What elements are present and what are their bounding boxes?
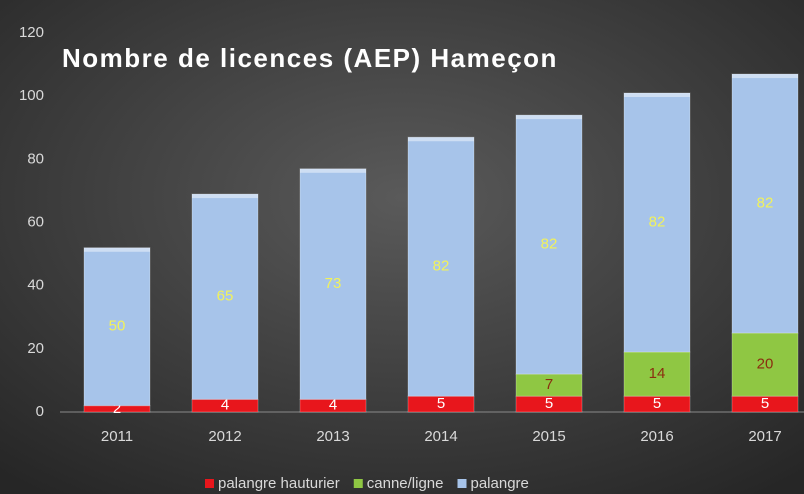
bar-segment	[83, 247, 151, 407]
bar-segment	[515, 114, 583, 375]
legend-label: palangre hauturier	[218, 475, 340, 492]
y-tick-label: 120	[19, 24, 44, 41]
value-label: 2	[113, 400, 121, 417]
bar-cap	[732, 74, 798, 79]
value-label: 5	[761, 395, 769, 412]
x-tick-label: 2014	[424, 428, 457, 445]
value-label: 5	[653, 395, 661, 412]
x-tick-label: 2015	[532, 428, 565, 445]
y-tick-label: 0	[36, 403, 44, 420]
bar-cap	[624, 93, 690, 98]
chart-title: Nombre de licences (AEP) Hameçon	[62, 43, 558, 73]
value-label: 73	[325, 275, 342, 292]
legend-swatch	[457, 479, 467, 488]
bar-segment	[191, 193, 259, 400]
value-label: 5	[437, 395, 445, 412]
legend-label: palangre	[471, 475, 529, 492]
y-tick-label: 40	[27, 277, 44, 294]
bar-cap	[192, 194, 258, 199]
bar-cap	[516, 115, 582, 120]
bar-cap	[300, 168, 366, 173]
y-tick-label: 60	[27, 213, 44, 230]
x-tick-label: 2016	[640, 428, 673, 445]
bar-segment	[299, 168, 367, 400]
legend-swatch	[205, 479, 214, 488]
value-label: 82	[433, 258, 450, 275]
value-label: 5	[545, 395, 553, 412]
x-tick-label: 2017	[748, 428, 781, 445]
x-tick-label: 2013	[316, 428, 349, 445]
x-tick-label: 2011	[101, 428, 133, 445]
bar-cap	[84, 247, 150, 252]
value-label: 4	[221, 397, 229, 414]
legend-label: canne/ligne	[367, 475, 444, 492]
y-tick-label: 100	[19, 87, 44, 104]
value-label: 20	[757, 356, 774, 373]
value-label: 4	[329, 397, 337, 414]
y-tick-label: 80	[27, 150, 44, 167]
bar-segment	[731, 395, 799, 413]
bar-segment	[731, 73, 799, 334]
bar-cap	[408, 137, 474, 142]
bar-segment	[407, 136, 475, 397]
bar-segment	[731, 332, 799, 397]
value-label: 82	[541, 236, 558, 253]
y-tick-label: 20	[27, 340, 44, 357]
x-tick-label: 2012	[208, 428, 241, 445]
value-label: 14	[649, 365, 666, 382]
value-label: 50	[109, 318, 126, 335]
value-label: 7	[545, 376, 553, 393]
bar-segment	[623, 351, 691, 397]
value-label: 82	[757, 195, 774, 212]
value-label: 65	[217, 288, 234, 305]
legend-swatch	[353, 479, 363, 488]
bar-segment	[623, 92, 691, 353]
value-label: 82	[649, 213, 666, 230]
